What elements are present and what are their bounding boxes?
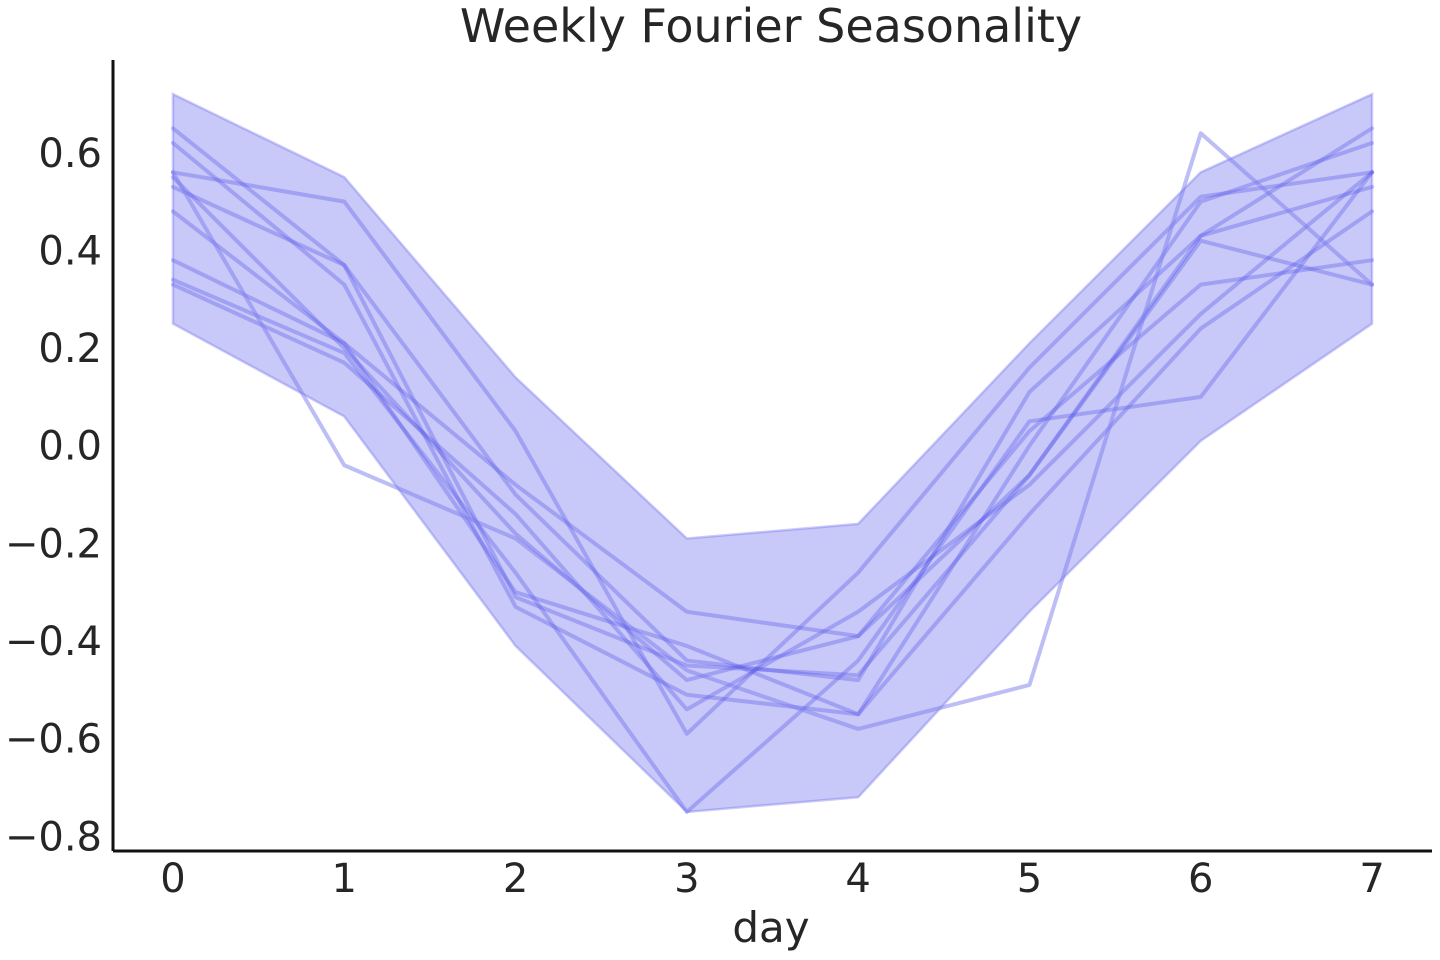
axes	[111, 60, 1432, 853]
x-tick-label-5: 5	[1017, 856, 1042, 902]
y-tick-label-7: 0.6	[38, 131, 102, 177]
x-tick-label-0: 0	[160, 856, 185, 902]
y-tick-label-6: 0.4	[38, 228, 102, 274]
sample-line-1	[170, 126, 1375, 678]
x-tick-label-1: 1	[332, 856, 357, 902]
plot-area	[170, 92, 1375, 814]
credible-interval-band	[171, 92, 1374, 814]
x-tick-label-4: 4	[845, 856, 870, 902]
sample-line-7	[170, 238, 1375, 639]
sample-line-8	[170, 170, 1375, 712]
sample-line-5	[170, 184, 1375, 683]
sample-line-9	[170, 170, 1375, 814]
chart-title: Weekly Fourier Seasonality	[460, 0, 1082, 53]
x-tick-labels: 0 1 2 3 4 5 6 7	[160, 856, 1385, 902]
sample-line-4	[170, 175, 1375, 683]
y-tick-label-0: −0.8	[5, 814, 102, 860]
y-tick-labels: −0.8 −0.6 −0.4 −0.2 0.0 0.2 0.4 0.6	[5, 131, 102, 861]
x-tick-label-6: 6	[1188, 856, 1213, 902]
y-tick-label-1: −0.6	[5, 717, 102, 763]
x-tick-label-7: 7	[1359, 856, 1384, 902]
y-tick-label-3: −0.2	[5, 521, 102, 567]
sample-line-6	[170, 209, 1375, 717]
y-tick-label-5: 0.2	[38, 326, 102, 372]
y-tick-label-4: 0.0	[38, 424, 102, 470]
sample-line-10	[170, 131, 1375, 731]
x-tick-label-2: 2	[503, 856, 528, 902]
x-tick-label-3: 3	[674, 856, 699, 902]
sample-line-2	[170, 141, 1375, 717]
y-tick-label-2: −0.4	[5, 619, 102, 665]
x-axis-label: day	[732, 903, 809, 952]
